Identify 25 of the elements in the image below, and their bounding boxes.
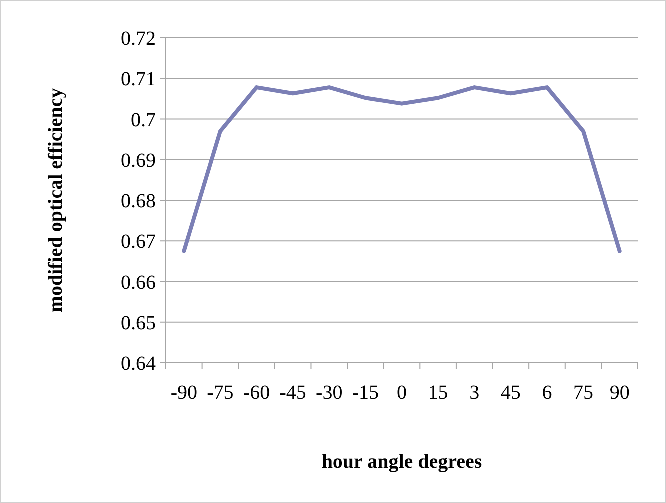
y-tick-label: 0.64 xyxy=(121,353,156,375)
y-axis-title: modified optical efficiency xyxy=(45,88,67,313)
y-tick-label: 0.66 xyxy=(121,272,156,294)
x-tick-label: 45 xyxy=(500,382,521,404)
y-tick-label: 0.69 xyxy=(121,150,156,172)
y-tick-label: 0.72 xyxy=(121,28,156,50)
x-tick-label: 0 xyxy=(397,382,407,404)
y-tick-label: 0.71 xyxy=(121,68,156,91)
x-tick-label: -90 xyxy=(170,382,198,404)
x-tick-label: 6 xyxy=(542,382,552,404)
x-tick-label: -15 xyxy=(352,382,380,404)
x-tick-label: 90 xyxy=(610,382,630,404)
x-tick-label: 75 xyxy=(574,382,594,404)
x-tick-label: -60 xyxy=(243,382,270,404)
x-tick-label: -75 xyxy=(207,382,234,404)
x-tick-label: -30 xyxy=(316,382,343,404)
y-tick-label: 0.67 xyxy=(121,231,156,254)
x-axis-title: hour angle degrees xyxy=(322,451,482,473)
y-tick-label: 0.68 xyxy=(121,190,156,212)
x-tick-label: 15 xyxy=(428,382,448,404)
x-tick-label: 3 xyxy=(470,382,480,404)
y-tick-label: 0.65 xyxy=(121,312,156,334)
line-series xyxy=(182,86,622,254)
y-tick-label: 0.7 xyxy=(131,109,156,132)
x-tick-label: -45 xyxy=(280,382,306,404)
